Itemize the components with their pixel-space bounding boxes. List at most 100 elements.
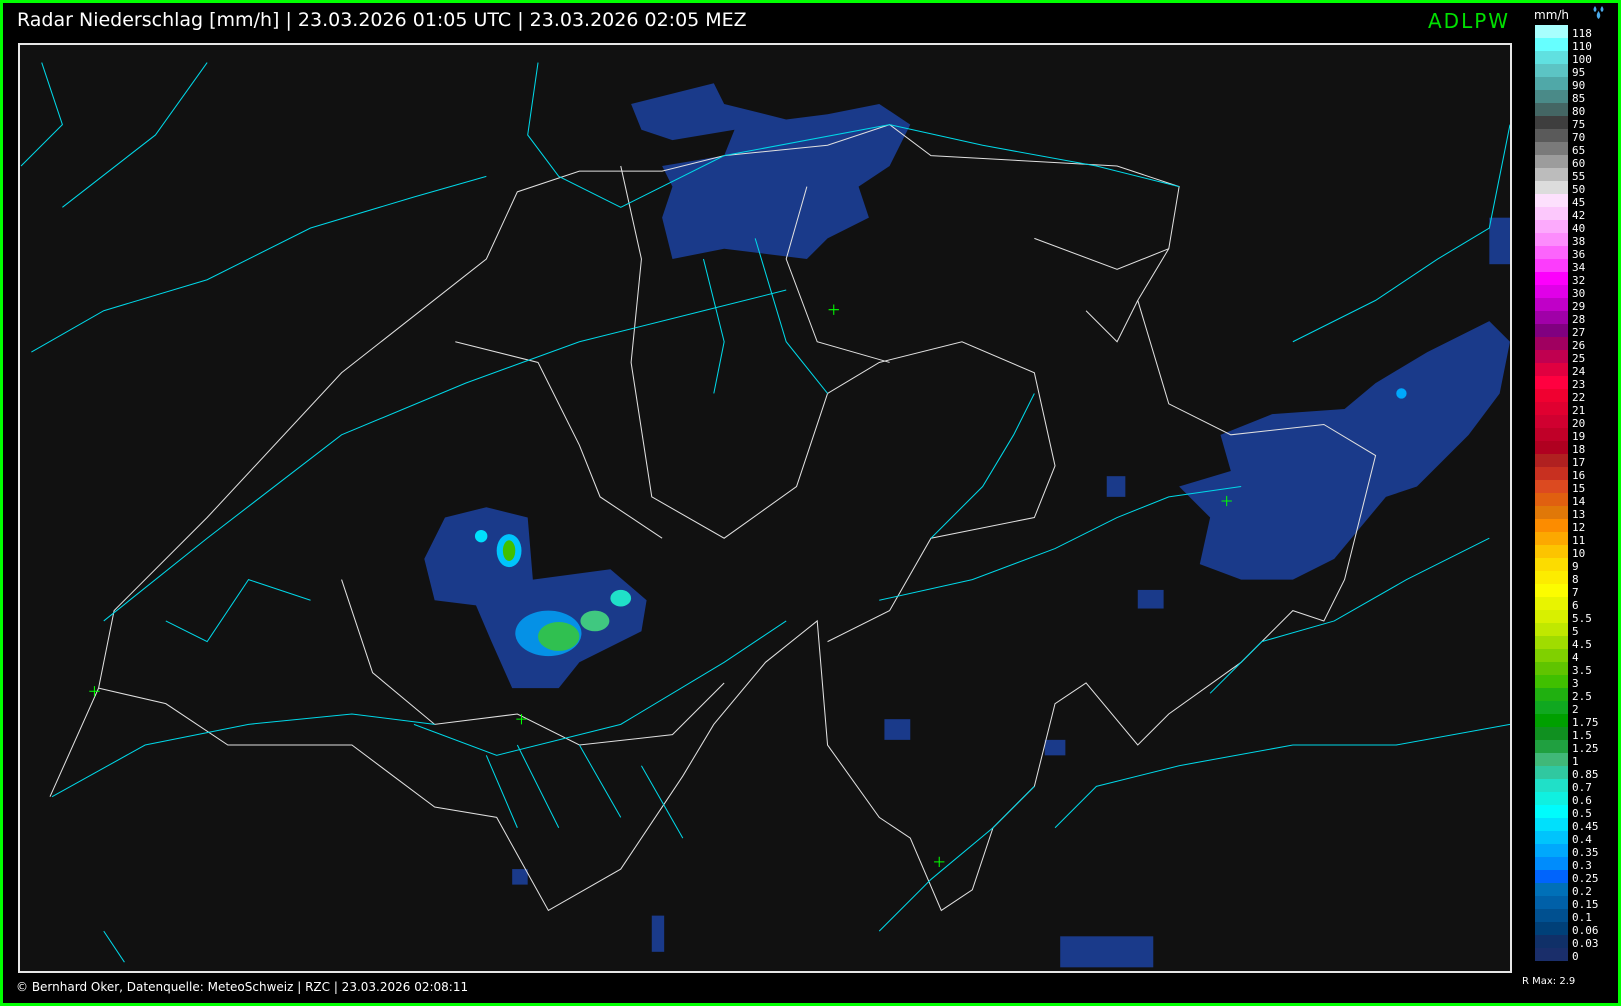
- legend-row: 0.6: [1535, 792, 1592, 806]
- legend-label: 0.6: [1572, 794, 1592, 807]
- legend-swatch: [1535, 519, 1568, 532]
- legend-row: 15: [1535, 480, 1585, 494]
- legend-swatch: [1535, 584, 1568, 597]
- legend-swatch: [1535, 857, 1568, 870]
- legend-swatch: [1535, 142, 1568, 155]
- legend-row: 0.7: [1535, 779, 1592, 793]
- legend-swatch: [1535, 597, 1568, 610]
- legend-swatch: [1535, 883, 1568, 896]
- legend-row: 25: [1535, 350, 1585, 364]
- legend-swatch: [1535, 623, 1568, 636]
- legend-swatch: [1535, 753, 1568, 766]
- legend-row: 29: [1535, 298, 1585, 312]
- legend-label: 32: [1572, 274, 1586, 287]
- legend-label: 4: [1572, 651, 1579, 664]
- legend-swatch: [1535, 636, 1568, 649]
- legend-swatch: [1535, 428, 1568, 441]
- legend-swatch: [1535, 766, 1568, 779]
- legend-swatch: [1535, 831, 1568, 844]
- legend-label: 0.1: [1572, 911, 1592, 924]
- legend-label: 14: [1572, 495, 1586, 508]
- legend-swatch: [1535, 675, 1568, 688]
- legend-label: 8: [1572, 573, 1579, 586]
- legend-row: 2: [1535, 701, 1579, 715]
- legend-swatch: [1535, 935, 1568, 948]
- legend-row: 1.25: [1535, 740, 1599, 754]
- legend-row: 38: [1535, 233, 1585, 247]
- legend-row: 17: [1535, 454, 1585, 468]
- legend-swatch: [1535, 480, 1568, 493]
- legend-row: 4.5: [1535, 636, 1592, 650]
- legend-swatch: [1535, 454, 1568, 467]
- rivers: [20, 62, 1510, 963]
- legend-row: 0.3: [1535, 857, 1592, 871]
- legend-swatch: [1535, 922, 1568, 935]
- legend-swatch: [1535, 324, 1568, 337]
- legend-label: 10: [1572, 547, 1586, 560]
- marker-cross: [89, 686, 100, 697]
- legend-label: 0.5: [1572, 807, 1592, 820]
- legend-swatch: [1535, 610, 1568, 623]
- country-borders: [49, 124, 1377, 912]
- legend-label: 45: [1572, 196, 1586, 209]
- legend-label: 0.15: [1572, 898, 1599, 911]
- legend-label: 6: [1572, 599, 1579, 612]
- legend-swatch: [1535, 805, 1568, 818]
- legend-row: 50: [1535, 181, 1585, 195]
- legend-swatch: [1535, 844, 1568, 857]
- precip-east: [1179, 321, 1510, 580]
- legend-swatch: [1535, 389, 1568, 402]
- legend-row: 45: [1535, 194, 1585, 208]
- legend-swatch: [1535, 896, 1568, 909]
- legend-label: 1.5: [1572, 729, 1592, 742]
- legend-swatch: [1535, 363, 1568, 376]
- legend-row: 0.4: [1535, 831, 1592, 845]
- legend-label: 118: [1572, 27, 1592, 40]
- legend-row: 11: [1535, 532, 1585, 546]
- legend-swatch: [1535, 181, 1568, 194]
- legend-swatch: [1535, 350, 1568, 363]
- legend-swatch: [1535, 558, 1568, 571]
- legend-row: 3.5: [1535, 662, 1592, 676]
- legend-row: 90: [1535, 77, 1585, 91]
- legend-row: 1.5: [1535, 727, 1592, 741]
- legend-label: 0.45: [1572, 820, 1599, 833]
- legend-row: 5: [1535, 623, 1579, 637]
- legend-label: 5.5: [1572, 612, 1592, 625]
- footer-credits: © Bernhard Oker, Datenquelle: MeteoSchwe…: [16, 980, 469, 994]
- legend-swatch: [1535, 168, 1568, 181]
- legend-label: 27: [1572, 326, 1586, 339]
- legend-label: 36: [1572, 248, 1586, 261]
- legend-swatch: [1535, 155, 1568, 168]
- legend-swatch: [1535, 571, 1568, 584]
- legend-swatch: [1535, 129, 1568, 142]
- legend-row: 32: [1535, 272, 1585, 286]
- radar-map[interactable]: [18, 43, 1512, 973]
- legend-swatch: [1535, 688, 1568, 701]
- legend-swatch: [1535, 545, 1568, 558]
- legend-row: 0.06: [1535, 922, 1599, 936]
- legend-row: 23: [1535, 376, 1585, 390]
- legend-label: 15: [1572, 482, 1586, 495]
- legend-swatch: [1535, 701, 1568, 714]
- legend-row: 1.75: [1535, 714, 1599, 728]
- page-title: Radar Niederschlag [mm/h] | 23.03.2026 0…: [17, 9, 747, 31]
- legend-row: 10: [1535, 545, 1585, 559]
- legend-row: 0.2: [1535, 883, 1592, 897]
- legend-row: 42: [1535, 207, 1585, 221]
- marker-cross: [516, 713, 527, 725]
- legend-row: 5.5: [1535, 610, 1592, 624]
- legend-swatch: [1535, 51, 1568, 64]
- legend-unit: mm/h: [1534, 8, 1570, 22]
- legend-row: 85: [1535, 90, 1585, 104]
- legend-label: 9: [1572, 560, 1579, 573]
- legend-label: 0.7: [1572, 781, 1592, 794]
- legend-label: 2.5: [1572, 690, 1592, 703]
- legend-row: 13: [1535, 506, 1585, 520]
- legend-label: 0.35: [1572, 846, 1599, 859]
- legend-label: 34: [1572, 261, 1586, 274]
- legend-swatch: [1535, 38, 1568, 51]
- legend-label: 65: [1572, 144, 1586, 157]
- legend-row: 0.85: [1535, 766, 1599, 780]
- legend-swatch: [1535, 909, 1568, 922]
